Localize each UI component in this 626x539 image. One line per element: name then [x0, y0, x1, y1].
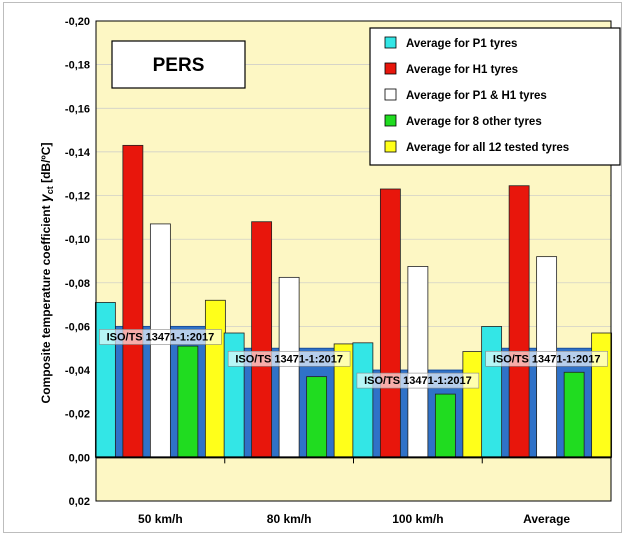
bar-4: [177, 345, 199, 458]
reference-label-box: [99, 329, 222, 345]
y-tick-label: -0,16: [65, 103, 90, 115]
bar-5: [204, 299, 226, 458]
bar-2: [379, 188, 401, 458]
legend-swatch: [384, 62, 397, 75]
legend-label: Average for P1 tyres: [406, 38, 517, 50]
axes: [95, 20, 612, 502]
reference-label-box: [356, 372, 480, 389]
y-tick-label: 0,02: [69, 496, 90, 508]
reference-label: ISO/TS 13471-1:2017: [107, 331, 215, 343]
plot-border: [95, 20, 612, 502]
y-tick-label: -0,08: [65, 278, 90, 290]
legend-label: Average for 8 other tyres: [406, 116, 542, 128]
bar-5: [462, 351, 484, 458]
bar-2: [251, 221, 273, 458]
title-box: PERS: [111, 40, 246, 89]
legend-swatch: [384, 140, 397, 153]
legend: Average for P1 tyres Average for H1 tyres…: [369, 27, 621, 166]
bar-3: [407, 266, 429, 458]
y-axis-label-unit: [dB/ºC]: [39, 143, 53, 183]
legend-label: Average for H1 tyres: [406, 64, 518, 76]
y-tick-label: -0,14: [65, 147, 91, 159]
legend-swatch: [384, 114, 397, 127]
chart-frame: ISO/TS 13471-1:2017 ISO/TS 13471-1:2017 IS…: [3, 2, 622, 533]
y-tick-label: -0,06: [65, 321, 90, 333]
y-tick-label: -0,02: [65, 409, 90, 421]
reference-label-box: [227, 350, 351, 367]
y-tick-label: -0,18: [65, 60, 90, 72]
y-axis-label-subscript: ct: [45, 186, 55, 194]
x-category-label: 100 km/h: [392, 512, 443, 526]
x-category-label: 50 km/h: [138, 512, 183, 526]
legend-swatch: [384, 36, 397, 49]
y-tick-label: -0,12: [65, 191, 90, 203]
reference-label-box: [485, 350, 608, 367]
y-tick-labels: -0,20 -0,18 -0,16 -0,14 -0,12 -0,10 -0,08 -0,06…: [65, 16, 91, 508]
bar-4: [434, 393, 456, 458]
legend-label: Average for all 12 tested tyres: [406, 142, 569, 154]
y-tick-label: -0,20: [65, 16, 90, 28]
reference-label: ISO/TS 13471-1:2017: [493, 353, 601, 365]
bar-1: [94, 302, 116, 458]
svg-text:Composite temperature coeffici: Composite temperature coefficient γct [d…: [37, 143, 55, 404]
y-axis-label-symbol: γ: [37, 193, 53, 202]
x-category-labels: 50 km/h 80 km/h 100 km/h Average: [138, 512, 570, 526]
y-tick-label: -0,04: [65, 365, 91, 377]
bar-2: [508, 185, 530, 458]
chart-svg: ISO/TS 13471-1:2017 ISO/TS 13471-1:2017 IS…: [37, 16, 621, 526]
bar-4: [563, 371, 585, 458]
bar-1: [352, 342, 374, 458]
legend-swatch: [384, 88, 397, 101]
reference-label: ISO/TS 13471-1:2017: [364, 375, 472, 387]
x-category-label: 80 km/h: [267, 512, 312, 526]
y-axis-label: Composite temperature coefficient γct [d…: [37, 143, 55, 404]
bar-4: [306, 376, 328, 458]
x-category-label: Average: [523, 512, 570, 526]
bar-3: [278, 276, 300, 458]
chart-title: PERS: [153, 55, 205, 76]
legend-label: Average for P1 & H1 tyres: [406, 90, 547, 102]
y-tick-label: 0,00: [69, 452, 90, 464]
reference-label: ISO/TS 13471-1:2017: [235, 353, 343, 365]
reference-labels: ISO/TS 13471-1:2017 ISO/TS 13471-1:2017 IS…: [99, 329, 608, 389]
bar-2: [122, 144, 144, 458]
y-axis-label-main: Composite temperature coefficient: [39, 205, 53, 403]
bar-1: [481, 326, 503, 458]
y-tick-label: -0,10: [65, 234, 90, 246]
